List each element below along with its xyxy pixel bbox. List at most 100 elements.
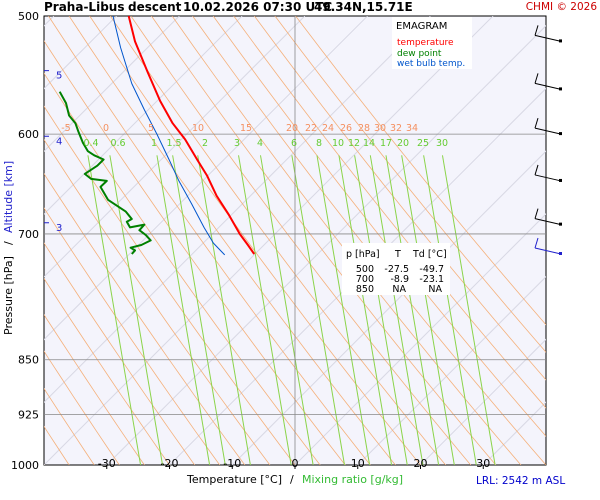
- series-layer: [58, 16, 256, 256]
- table-cell: -8.9: [390, 274, 409, 285]
- altitude-tick-label: 5: [56, 71, 62, 82]
- pressure-tick-label: 600: [18, 128, 39, 141]
- wind-barb-flag: [534, 237, 539, 249]
- mixing-ratio-label: 2: [202, 138, 208, 149]
- mixing-ratio-label: 6: [291, 138, 297, 149]
- table-header: p [hPa]: [346, 249, 380, 260]
- altitude-tick-label: 4: [56, 136, 62, 147]
- dry-adiabat: [44, 139, 271, 465]
- mixing-ratio-label: 3: [234, 138, 240, 149]
- wind-barb-flag: [534, 25, 539, 36]
- dry-adiabat: [254, 16, 546, 381]
- dry-adiabat: [44, 172, 246, 465]
- wind-barb-shaft: [534, 174, 562, 182]
- isotherm-line: [44, 16, 306, 278]
- mixing-ratio-line: [259, 155, 314, 465]
- theta-label: 32: [390, 123, 402, 134]
- wind-barb-station: [559, 178, 562, 182]
- wind-barb: [534, 208, 562, 226]
- legend-wet-bulb: wet bulb temp.: [397, 59, 465, 69]
- dry-adiabat: [48, 16, 371, 465]
- y-axis-label: Pressure [hPa]: [2, 256, 15, 335]
- x-tick-label: 10: [351, 457, 365, 470]
- mixing-ratio-line: [423, 155, 477, 465]
- table-cell: 850: [356, 284, 374, 295]
- theta-label: 20: [286, 123, 298, 134]
- table-cell: -27.5: [384, 264, 409, 275]
- wind-barb-station: [559, 87, 562, 91]
- mixing-ratio-line: [441, 155, 496, 465]
- wind-barb-station: [559, 222, 562, 226]
- isotherm-line: [294, 213, 546, 465]
- wind-barb-shaft: [534, 34, 562, 42]
- legend-dew-point: dew point: [397, 49, 442, 59]
- isotherm-line: [44, 16, 180, 152]
- dry-adiabat: [130, 16, 472, 465]
- dry-adiabat: [44, 387, 95, 465]
- wind-barb: [534, 73, 562, 91]
- table-cell: -23.1: [419, 274, 444, 285]
- y-axis-label-altitude: Altitude [km]: [2, 161, 15, 233]
- dry-adiabat: [295, 16, 546, 326]
- theta-label: 28: [358, 123, 370, 134]
- isotherm-line: [44, 16, 431, 403]
- series-wet-bulb-temp: [112, 16, 226, 256]
- header-coords: 49.34N,15.71E: [314, 0, 413, 14]
- mixing-ratio-line: [369, 155, 424, 465]
- mixing-ratio-label: 0.4: [83, 138, 98, 149]
- table-cell: -49.7: [419, 264, 444, 275]
- dry-adiabat: [44, 313, 145, 465]
- wind-barb: [534, 164, 562, 182]
- wind-barb-flag: [534, 208, 539, 219]
- dry-adiabat: [44, 242, 195, 465]
- mixing-ratio-label: 1: [151, 138, 157, 149]
- x-axis-label: Temperature [°C]: [186, 473, 282, 486]
- mixing-ratio-label: 4: [257, 138, 263, 149]
- mixing-ratio-line: [197, 155, 251, 465]
- isotherm-line: [357, 276, 546, 465]
- legend-title: EMAGRAM: [396, 21, 447, 32]
- pressure-tick-label: 850: [18, 354, 39, 367]
- legend-box: [392, 17, 472, 69]
- dry-adiabat: [44, 40, 346, 465]
- dry-adiabat: [274, 16, 546, 353]
- series-dew-point: [58, 91, 152, 255]
- mixing-ratio-label: 30: [436, 138, 448, 149]
- y-axis-separator: /: [2, 241, 15, 245]
- theta-label: 0: [103, 123, 109, 134]
- mixing-ratio-line: [238, 155, 292, 465]
- x-tick-label: -30: [98, 457, 116, 470]
- mixing-ratio-line: [156, 155, 211, 465]
- mixing-ratio-label: 14: [363, 138, 375, 149]
- dry-adiabat: [44, 105, 296, 465]
- table-header: T: [394, 249, 401, 260]
- series-temperature: [127, 16, 256, 255]
- altitude-tick-label: 3: [56, 223, 62, 234]
- copyright: CHMI © 2026: [526, 1, 598, 13]
- wind-barb-shaft: [534, 247, 562, 255]
- mixing-ratio-label: 1.5: [166, 138, 181, 149]
- dry-adiabat: [44, 207, 221, 465]
- isotherm-line: [44, 16, 368, 341]
- mixing-ratio-label: 12: [348, 138, 360, 149]
- wind-barb-flag: [534, 73, 539, 84]
- mixing-ratio-line: [172, 155, 226, 465]
- dry-adiabat: [89, 16, 421, 465]
- mixing-ratio-label: 25: [417, 138, 429, 149]
- wind-barb: [534, 117, 562, 136]
- dry-adiabat: [44, 350, 120, 465]
- theta-label: 24: [322, 123, 334, 134]
- isotherm-line: [545, 464, 546, 465]
- table-cell: 500: [356, 264, 374, 275]
- y-axis-title: Pressure [hPa] / Altitude [km]: [2, 161, 15, 335]
- isotherm-line: [44, 16, 243, 215]
- mixing-ratio-label: 0.6: [110, 138, 125, 149]
- wind-barb: [534, 237, 562, 256]
- table-cell: 700: [356, 274, 374, 285]
- legend-temperature: temperature: [397, 38, 454, 48]
- x-tick-label: 20: [414, 457, 428, 470]
- mixing-ratio-line: [316, 155, 371, 465]
- wind-barb: [534, 25, 562, 43]
- x-tick-label: -20: [161, 457, 179, 470]
